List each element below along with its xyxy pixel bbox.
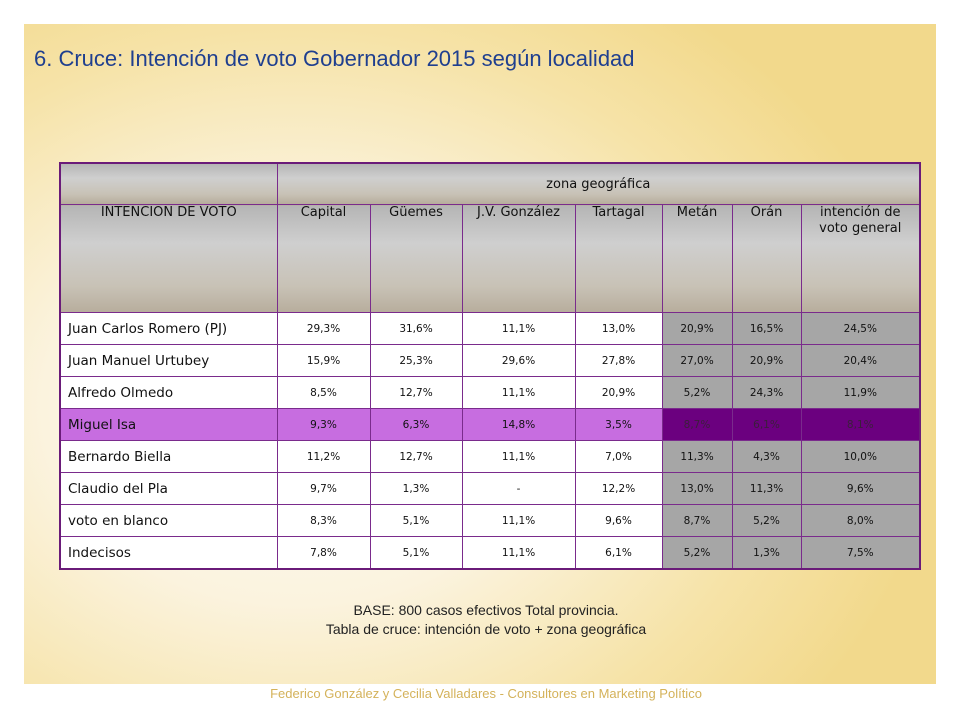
table-cell: 9,6% bbox=[574, 504, 663, 537]
table-cell: 13,0% bbox=[574, 312, 663, 345]
zona-geografica-header: zona geográfica bbox=[276, 162, 921, 205]
column-header: Güemes bbox=[369, 204, 463, 313]
table-cell: 7,5% bbox=[800, 536, 921, 570]
candidate-name: Indecisos bbox=[59, 536, 278, 570]
candidate-name: Miguel Isa bbox=[59, 408, 278, 441]
table-cell: 7,8% bbox=[276, 536, 371, 570]
table-cell: 13,0% bbox=[661, 472, 733, 505]
table-cell: 11,1% bbox=[461, 440, 576, 473]
table-cell: 4,3% bbox=[731, 440, 802, 473]
table-cell: - bbox=[461, 472, 576, 505]
table-cell: 11,1% bbox=[461, 312, 576, 345]
slide-title: 6. Cruce: Intención de voto Gobernador 2… bbox=[34, 46, 635, 71]
table-cell: 1,3% bbox=[731, 536, 802, 570]
table-row: Juan Manuel Urtubey 15,9% 25,3% 29,6% 27… bbox=[59, 344, 921, 377]
table-cell: 8,7% bbox=[661, 504, 733, 537]
column-header: intención de voto general bbox=[800, 204, 921, 313]
table-cell: 9,6% bbox=[800, 472, 921, 505]
table-cell: 8,7% bbox=[661, 408, 733, 441]
base-note: BASE: 800 casos efectivos Total provinci… bbox=[353, 602, 619, 618]
footer-credit: Federico González y Cecilia Valladares -… bbox=[270, 686, 702, 701]
table-cell: 27,0% bbox=[661, 344, 733, 377]
table-cell: 16,5% bbox=[731, 312, 802, 345]
table-description: Tabla de cruce: intención de voto + zona… bbox=[325, 621, 647, 637]
table-group-header-row: zona geográfica bbox=[59, 162, 921, 205]
header-corner-cell bbox=[59, 162, 278, 205]
table-row: Indecisos 7,8% 5,1% 11,1% 6,1% 5,2% 1,3%… bbox=[59, 536, 921, 570]
table-cell: 9,3% bbox=[276, 408, 371, 441]
table-cell: 31,6% bbox=[369, 312, 463, 345]
table-cell: 8,3% bbox=[276, 504, 371, 537]
column-header: J.V. González bbox=[461, 204, 576, 313]
candidate-name: Bernardo Biella bbox=[59, 440, 278, 473]
table-cell: 1,3% bbox=[369, 472, 463, 505]
table-row: Claudio del Pla 9,7% 1,3% - 12,2% 13,0% … bbox=[59, 472, 921, 505]
table-cell: 15,9% bbox=[276, 344, 371, 377]
table-column-header-row: INTENCION DE VOTO Capital Güemes J.V. Go… bbox=[59, 204, 921, 313]
table-cell: 20,4% bbox=[800, 344, 921, 377]
table-cell: 5,1% bbox=[369, 536, 463, 570]
table-cell: 11,1% bbox=[461, 504, 576, 537]
table-cell: 24,3% bbox=[731, 376, 802, 409]
table-cell: 14,8% bbox=[461, 408, 576, 441]
table-cell: 3,5% bbox=[574, 408, 663, 441]
table-cell: 10,0% bbox=[800, 440, 921, 473]
table-cell: 8,1% bbox=[800, 408, 921, 441]
table-cell: 12,7% bbox=[369, 376, 463, 409]
column-header: Metán bbox=[661, 204, 733, 313]
column-header: Tartagal bbox=[574, 204, 663, 313]
table-cell: 11,9% bbox=[800, 376, 921, 409]
candidate-name: Alfredo Olmedo bbox=[59, 376, 278, 409]
table-row-highlighted: Miguel Isa 9,3% 6,3% 14,8% 3,5% 8,7% 6,1… bbox=[59, 408, 921, 441]
table-cell: 25,3% bbox=[369, 344, 463, 377]
candidate-name: voto en blanco bbox=[59, 504, 278, 537]
table-cell: 5,2% bbox=[661, 536, 733, 570]
table-cell: 20,9% bbox=[574, 376, 663, 409]
table-row: Alfredo Olmedo 8,5% 12,7% 11,1% 20,9% 5,… bbox=[59, 376, 921, 409]
table-cell: 6,1% bbox=[731, 408, 802, 441]
table-cell: 6,1% bbox=[574, 536, 663, 570]
candidate-name: Juan Manuel Urtubey bbox=[59, 344, 278, 377]
candidate-name: Claudio del Pla bbox=[59, 472, 278, 505]
table-cell: 11,3% bbox=[661, 440, 733, 473]
table-cell: 8,0% bbox=[800, 504, 921, 537]
table-cell: 7,0% bbox=[574, 440, 663, 473]
table-cell: 27,8% bbox=[574, 344, 663, 377]
column-header: INTENCION DE VOTO bbox=[59, 204, 278, 313]
table-row: Juan Carlos Romero (PJ) 29,3% 31,6% 11,1… bbox=[59, 312, 921, 345]
table-cell: 8,5% bbox=[276, 376, 371, 409]
table-cell: 5,2% bbox=[731, 504, 802, 537]
table-cell: 5,2% bbox=[661, 376, 733, 409]
table-cell: 20,9% bbox=[661, 312, 733, 345]
table-row: voto en blanco 8,3% 5,1% 11,1% 9,6% 8,7%… bbox=[59, 504, 921, 537]
candidate-name: Juan Carlos Romero (PJ) bbox=[59, 312, 278, 345]
column-header: Orán bbox=[731, 204, 802, 313]
column-header: Capital bbox=[276, 204, 371, 313]
table-cell: 11,3% bbox=[731, 472, 802, 505]
vote-intention-table: zona geográfica INTENCION DE VOTO Capita… bbox=[59, 162, 922, 570]
table-cell: 12,2% bbox=[574, 472, 663, 505]
table-cell: 24,5% bbox=[800, 312, 921, 345]
table-cell: 9,7% bbox=[276, 472, 371, 505]
table-cell: 29,6% bbox=[461, 344, 576, 377]
table-cell: 6,3% bbox=[369, 408, 463, 441]
table-cell: 20,9% bbox=[731, 344, 802, 377]
table-cell: 11,1% bbox=[461, 536, 576, 570]
table-cell: 11,1% bbox=[461, 376, 576, 409]
table-cell: 5,1% bbox=[369, 504, 463, 537]
table-row: Bernardo Biella 11,2% 12,7% 11,1% 7,0% 1… bbox=[59, 440, 921, 473]
table-cell: 12,7% bbox=[369, 440, 463, 473]
table-cell: 29,3% bbox=[276, 312, 371, 345]
table-cell: 11,2% bbox=[276, 440, 371, 473]
